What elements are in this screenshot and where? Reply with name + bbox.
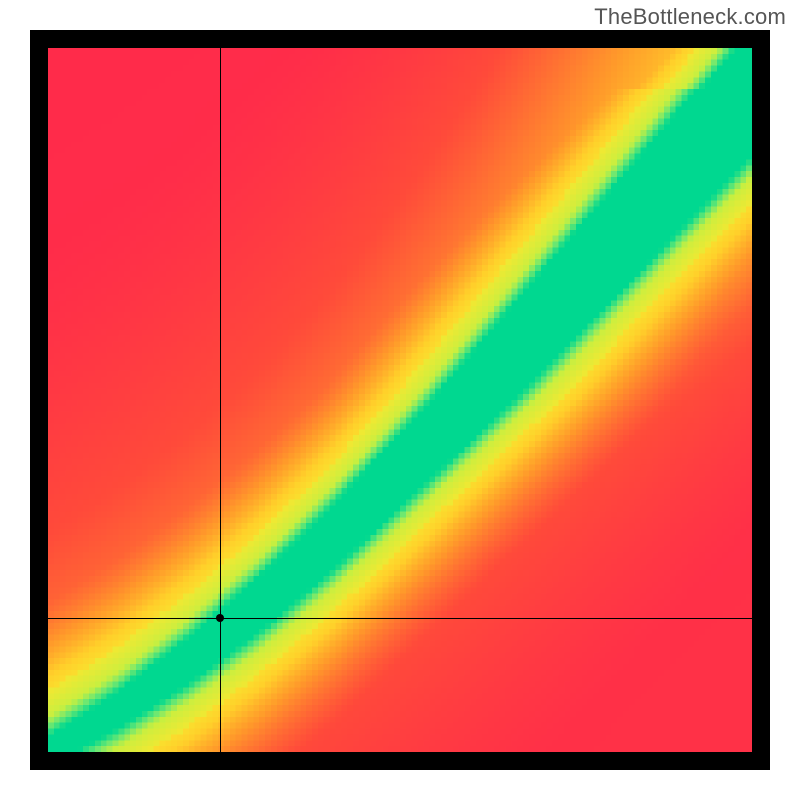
chart-frame	[30, 30, 770, 770]
crosshair-vertical	[220, 48, 221, 752]
crosshair-horizontal	[48, 618, 752, 619]
selected-point-marker	[216, 614, 224, 622]
watermark-text: TheBottleneck.com	[594, 4, 786, 30]
bottleneck-heatmap	[48, 48, 752, 752]
